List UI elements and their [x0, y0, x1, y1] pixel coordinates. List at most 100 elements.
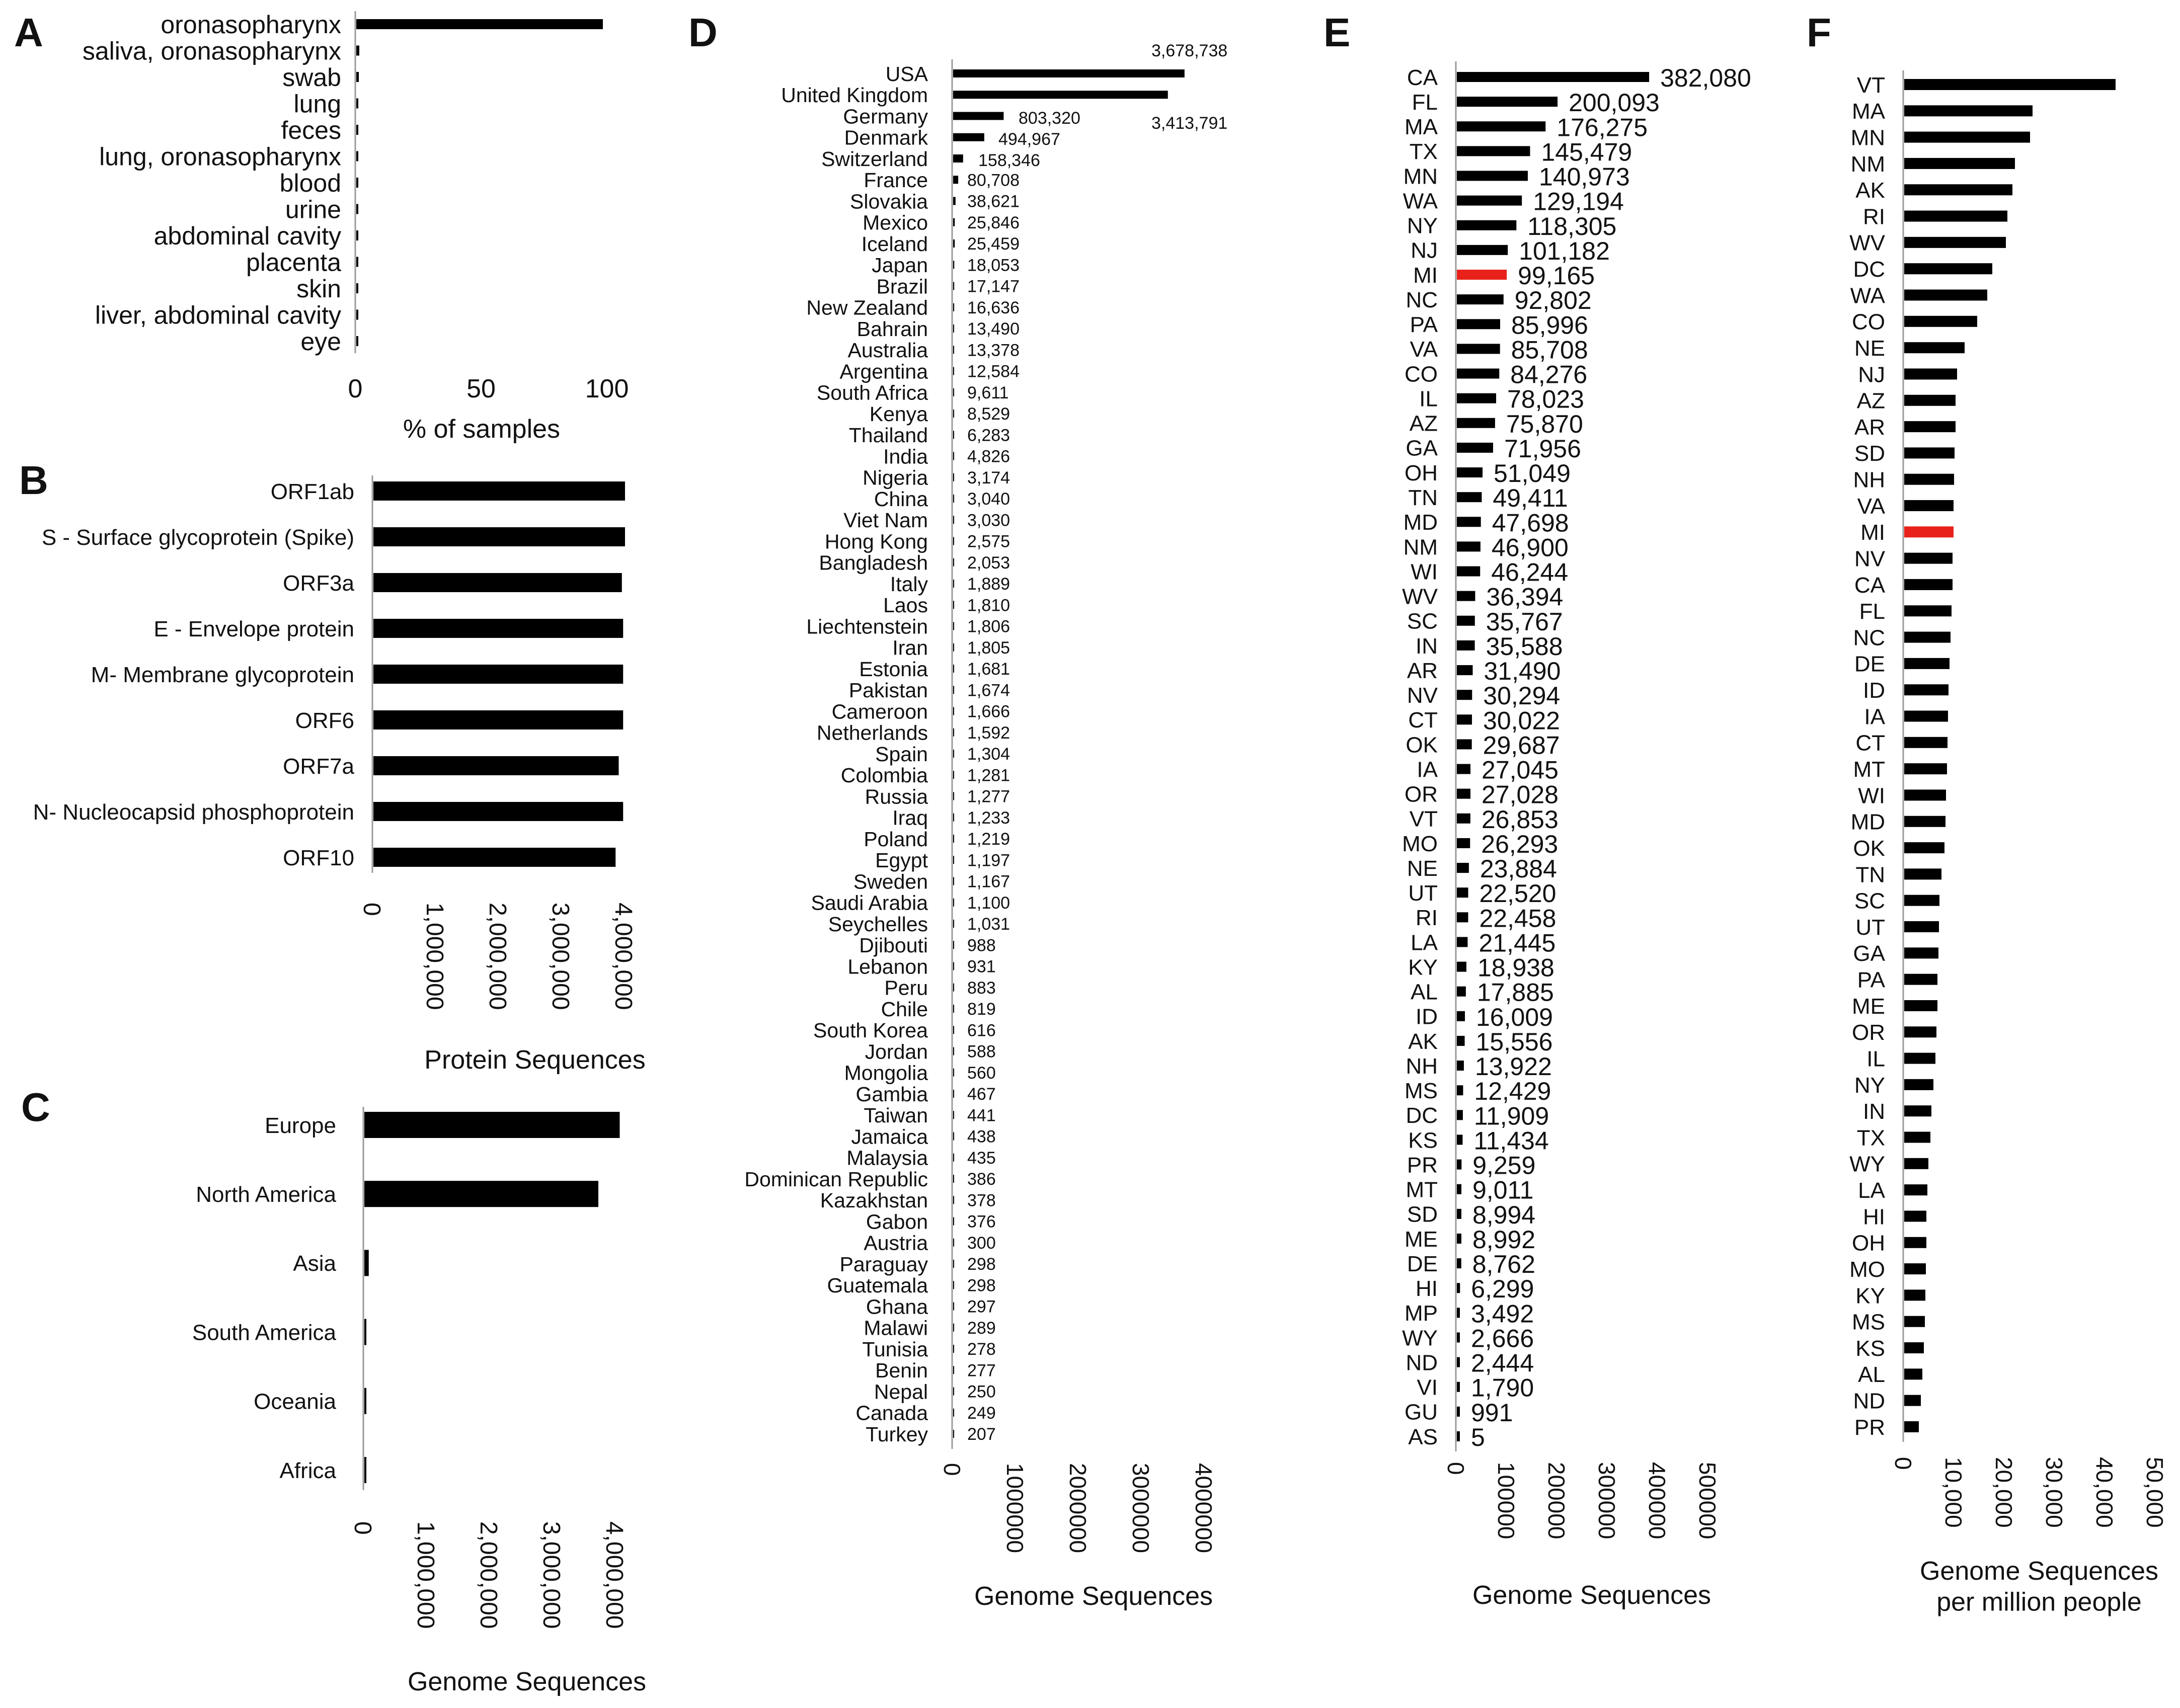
panel-d-value-label: 1,219: [967, 830, 1010, 849]
panel-f-category-label: OR: [1852, 1020, 1885, 1045]
panel-a-bar: [356, 309, 358, 320]
panel-e-bar: [1457, 1332, 1460, 1343]
panel-d-value-label: 16,636: [967, 298, 1020, 317]
panel-f-category-label: NV: [1854, 546, 1886, 571]
panel-e-bar: [1457, 838, 1470, 848]
panel-f-bar: [1904, 342, 1965, 354]
panel-c-x-tick-label: 4,000,000: [601, 1521, 628, 1629]
panel-e-chart: CA 382,080 FL 200,093 MA 176,275 TX 145,479 MN 14…: [1402, 61, 1751, 1610]
panel-e-value-label: 35,767: [1486, 608, 1563, 636]
panel-e-category-label: OH: [1405, 461, 1438, 485]
panel-e-value-label: 9,259: [1472, 1152, 1535, 1180]
panel-b-bar: [373, 481, 625, 501]
panel-e-category-label: DE: [1407, 1252, 1438, 1276]
panel-label-c: C: [21, 1085, 50, 1129]
panel-f-x-tick-label: 20,000: [1991, 1457, 2017, 1528]
panel-b-bar: [373, 619, 624, 638]
panel-d-bar: [953, 1026, 954, 1034]
panel-a-category-label: swab: [282, 63, 341, 92]
panel-d-bar: [953, 920, 954, 928]
panel-e-value-label: 47,698: [1492, 509, 1569, 537]
panel-f-bar: [1904, 894, 1939, 906]
panel-f-bar: [1904, 1263, 1926, 1275]
panel-e-x-tick-label: 500000: [1694, 1462, 1721, 1539]
panel-d-category-label: Malawi: [864, 1317, 928, 1340]
panel-b-bar: [373, 573, 622, 592]
panel-d-value-label: 1,810: [967, 596, 1010, 615]
panel-e-category-label: OR: [1405, 782, 1438, 807]
panel-d-category-label: Iraq: [892, 806, 928, 830]
panel-b-category-label: ORF7a: [283, 754, 354, 779]
panel-e-bar: [1457, 319, 1500, 330]
panel-e-category-label: MP: [1405, 1301, 1438, 1326]
panel-d-bar: [953, 1323, 954, 1332]
panel-f-category-label: MD: [1851, 810, 1885, 835]
panel-d-value-label: 386: [967, 1170, 996, 1189]
panel-a-bar: [356, 19, 603, 29]
panel-e-bar: [1457, 591, 1475, 601]
panel-d-value-label: 25,846: [967, 213, 1020, 232]
panel-f-bar: [1904, 1289, 1925, 1301]
panel-f-category-label: SC: [1854, 889, 1885, 914]
panel-d-value-label: 1,100: [967, 893, 1010, 913]
panel-e-category-label: ID: [1416, 1005, 1438, 1029]
panel-e-category-label: IL: [1419, 386, 1438, 411]
panel-d-category-label: Lebanon: [847, 955, 928, 978]
panel-b-bar: [373, 710, 624, 729]
panel-d-value-label: 25,459: [967, 234, 1020, 254]
panel-d-bar: [953, 112, 1004, 120]
panel-e-bar: [1457, 1208, 1461, 1219]
panel-d-bar: [953, 176, 959, 184]
panel-d-category-label: China: [874, 487, 928, 511]
panel-d-category-label: Brazil: [876, 275, 928, 298]
panel-a-bar: [356, 98, 358, 109]
panel-e-value-label: 27,045: [1482, 756, 1559, 784]
panel-e-value-label: 129,194: [1533, 188, 1624, 216]
panel-d-value-label: 441: [967, 1106, 996, 1125]
panel-d-value-label: 1,681: [967, 660, 1010, 679]
panel-e-category-label: MO: [1402, 832, 1438, 856]
panel-e-category-label: NJ: [1411, 238, 1438, 263]
panel-d-category-label: Tunisia: [862, 1338, 928, 1361]
panel-a-x-tick-label: 0: [348, 374, 363, 403]
panel-f-category-label: CT: [1855, 731, 1885, 756]
panel-d-category-label: Slovakia: [850, 190, 928, 213]
panel-a-x-tick-label: 100: [585, 374, 629, 403]
panel-d-bar: [953, 1196, 954, 1204]
panel-f-category-label: TX: [1857, 1125, 1885, 1150]
panel-f-category-label: AK: [1855, 178, 1885, 203]
panel-f-category-label: MI: [1860, 520, 1885, 545]
panel-e-bar: [1457, 121, 1546, 132]
panel-f-category-label: VA: [1857, 494, 1886, 519]
panel-f-x-tick-label: 50,000: [2142, 1457, 2168, 1528]
panel-e-bar: [1457, 72, 1650, 82]
panel-f-bar: [1904, 1000, 1937, 1011]
panel-e-category-label: AS: [1408, 1425, 1438, 1449]
panel-f-bar: [1904, 1210, 1926, 1222]
panel-d-bar: [953, 1005, 954, 1013]
panel-e-bar: [1457, 640, 1475, 650]
panel-f-bar: [1904, 1237, 1926, 1248]
panel-d-x-tick-label: 0: [939, 1463, 965, 1476]
panel-d-value-label: 988: [967, 936, 996, 955]
panel-a-category-label: oronasopharynx: [161, 11, 341, 39]
panel-e-value-label: 991: [1471, 1399, 1513, 1427]
panel-d-category-label: Laos: [883, 594, 928, 617]
panel-f-category-label: DC: [1853, 257, 1885, 282]
panel-c-bar: [364, 1250, 369, 1276]
panel-d-category-label: Russia: [865, 785, 928, 808]
panel-f-category-label: WY: [1849, 1152, 1885, 1177]
panel-f-category-label: WV: [1849, 231, 1886, 256]
panel-d-bar: [953, 707, 954, 715]
panel-e-category-label: ME: [1405, 1227, 1438, 1252]
panel-d-value-label: 298: [967, 1255, 996, 1274]
panel-e-bar: [1457, 418, 1495, 428]
panel-d-bar: [953, 622, 954, 630]
panel-e-bar: [1457, 1406, 1460, 1417]
panel-e-value-label: 27,028: [1482, 781, 1559, 809]
panel-d-category-label: Germany: [843, 105, 928, 128]
panel-d-value-label: 494,967: [998, 130, 1060, 149]
panel-e-category-label: KS: [1408, 1128, 1438, 1153]
panel-f-bar: [1904, 684, 1949, 696]
panel-b-x-tick-label: 3,000,000: [547, 903, 574, 1010]
